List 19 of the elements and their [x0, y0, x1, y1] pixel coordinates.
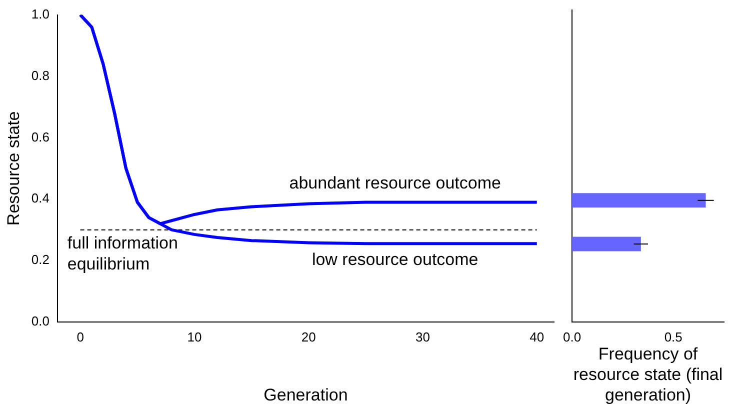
annotation: full information equilibrium: [67, 233, 178, 274]
x-tick-label: 30: [416, 329, 430, 344]
x-tick-label: 0.5: [664, 329, 682, 344]
annotation: low resource outcome: [312, 250, 478, 270]
y-axis-title: Resource state: [4, 111, 23, 226]
x-axis-title: Frequency of resource state (final generation): [573, 344, 723, 404]
y-tick-label: 1.0: [31, 6, 50, 22]
x-tick-label: 0: [76, 329, 84, 344]
y-tick-label: 0.2: [31, 252, 50, 268]
y-tick-label: 0.8: [31, 68, 50, 83]
y-tick-label: 0.0: [31, 314, 50, 329]
annotation: abundant resource outcome: [289, 173, 501, 192]
x-tick-label: 10: [187, 329, 202, 344]
y-tick-label: 0.4: [31, 190, 50, 206]
x-tick-label: 0.0: [562, 329, 582, 344]
x-tick-label: 20: [301, 329, 316, 344]
y-tick-label: 0.6: [31, 129, 50, 144]
x-tick-label: 40: [530, 329, 544, 344]
x-axis-title: Generation: [264, 385, 348, 404]
